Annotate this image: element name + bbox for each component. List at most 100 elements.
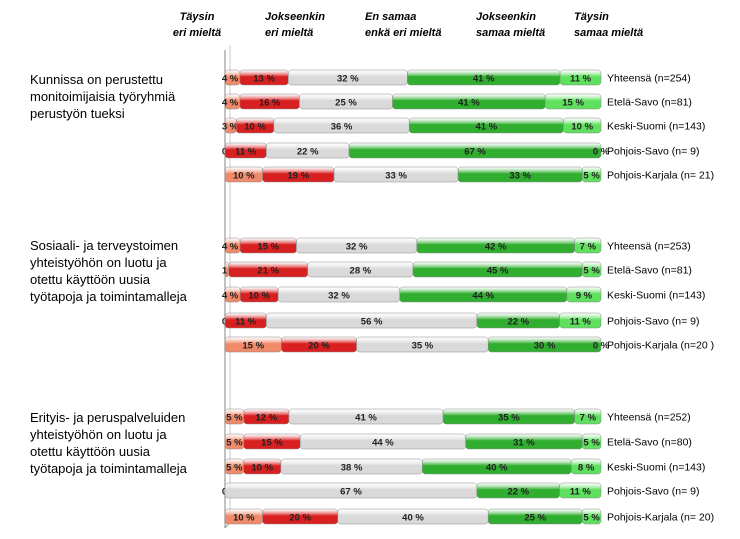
data-label: 5 % [583, 513, 600, 524]
data-label: 11 % [570, 74, 592, 85]
bar-segment [566, 286, 602, 303]
group-label: Erityis- ja peruspalveluiden yhteistyöhön… [30, 410, 188, 476]
data-label: 4 % [222, 242, 239, 253]
data-label: 15 % [261, 438, 283, 449]
data-label: 40 % [486, 463, 508, 474]
legend-item: Täysin samaa mieltä [574, 11, 643, 39]
data-label: 31 % [513, 438, 535, 449]
data-label: 11 % [235, 147, 257, 158]
bar-segment [559, 69, 602, 86]
row-label: Pohjois-Karjala (n=20 ) [607, 340, 714, 352]
data-label: 25 % [524, 513, 546, 524]
row-label: Pohjois-Savo (n= 9) [607, 316, 700, 328]
data-label: 5 % [583, 266, 600, 277]
data-label: 20 % [289, 513, 311, 524]
bar-row: 4 % 15 % 32 % 42 % 7 % Yhteensä (n=253) [222, 237, 691, 254]
bar-row: 5 % 10 % 38 % 40 % 8 % Keski-Suomi (n=143) [224, 458, 705, 475]
data-label: 5 % [583, 171, 600, 182]
data-label: 11 % [570, 487, 592, 498]
row-label: Keski-Suomi (n=143) [607, 121, 705, 133]
data-label: 41 % [355, 413, 377, 424]
data-label: 10 % [571, 122, 593, 133]
data-label: 9 % [576, 291, 593, 302]
data-label: 35 % [412, 341, 434, 352]
data-label: 16 % [259, 98, 281, 109]
data-label: 15 % [257, 242, 279, 253]
row-label: Yhteensä (n=253) [607, 241, 691, 253]
data-label: 10 % [233, 513, 255, 524]
data-label: 33 % [385, 171, 407, 182]
data-label: 15 % [562, 98, 584, 109]
data-label: 32 % [328, 291, 350, 302]
legend-item: Jokseenkin samaa mieltä [476, 11, 545, 39]
row-label: Keski-Suomi (n=143) [607, 290, 705, 302]
data-label: 30 % [534, 341, 556, 352]
row-label: Pohjois-Savo (n= 9) [607, 146, 700, 158]
data-label: 56 % [361, 317, 383, 328]
bar-row: 4 % 13 % 32 % 41 % 11 % Yhteensä (n=254) [222, 69, 691, 86]
data-label: 67 % [464, 147, 486, 158]
data-label: 5 % [583, 438, 600, 449]
data-label: 33 % [509, 171, 531, 182]
group-label: Kunnissa on perustettu monitoimijaisia ty… [30, 72, 176, 121]
data-label: 10 % [251, 463, 273, 474]
data-label: 67 % [340, 487, 362, 498]
data-label: 13 % [253, 74, 275, 85]
data-label: 11 % [235, 317, 257, 328]
bar-segment [574, 237, 602, 254]
row-label: Etelä-Savo (n=80) [607, 437, 692, 449]
legend-item: Täysin eri mieltä [173, 11, 221, 39]
data-label: 38 % [341, 463, 363, 474]
bar-row: 1 %21 %28 %45 %5 %Etelä-Savo (n=81) [222, 261, 692, 278]
row-label: Pohjois-Savo (n= 9) [607, 486, 700, 498]
data-label: 4 % [222, 74, 239, 85]
data-label: 0 % [593, 147, 610, 158]
row-label: Yhteensä (n=254) [607, 73, 691, 85]
data-label: 20 % [308, 341, 330, 352]
row-label: Pohjois-Karjala (n= 20) [607, 512, 714, 524]
data-label: 28 % [350, 266, 372, 277]
bar-segment [559, 482, 602, 499]
data-label: 10 % [233, 171, 255, 182]
data-label: 45 % [487, 266, 509, 277]
data-label: 41 % [473, 74, 495, 85]
bar-segment [570, 458, 602, 475]
bar-segment [581, 261, 602, 278]
data-label: 5 % [226, 413, 243, 424]
data-label: 12 % [256, 413, 278, 424]
bar-segment [581, 166, 602, 183]
row-label: Etelä-Savo (n=81) [607, 97, 692, 109]
bar-segment [581, 508, 602, 525]
data-label: 0 % [593, 341, 610, 352]
data-label: 4 % [222, 98, 239, 109]
data-label: 25 % [335, 98, 357, 109]
data-label: 22 % [507, 317, 529, 328]
bar-segment [559, 312, 602, 329]
legend-item: Jokseenkin eri mieltä [265, 11, 325, 39]
data-label: 5 % [226, 438, 243, 449]
data-label: 10 % [248, 291, 270, 302]
bar-row: 5 % 12 % 41 % 35 % 7 % Yhteensä (n=252) [224, 408, 691, 425]
data-label: 41 % [475, 122, 497, 133]
bar-segment [487, 336, 602, 353]
data-label: 41 % [458, 98, 480, 109]
data-label: 7 % [580, 413, 597, 424]
bar-segment [563, 117, 602, 134]
data-label: 3 % [222, 122, 239, 133]
bar-row: 15 % 20 % 35 % 30 % 0 %Pohjois-Karjala (n=20… [224, 336, 714, 353]
bar-row: 3 % 10 % 36 % 41 % 10 % Keski-Suomi (n=143) [222, 117, 705, 134]
data-label: 8 % [578, 463, 595, 474]
data-label: 35 % [498, 413, 520, 424]
data-label: 11 % [570, 317, 592, 328]
bar-row: 4 % 10 % 32 % 44 % 9 % Keski-Suomi (n=143) [222, 286, 705, 303]
bar-row: 10 % 20 % 40 % 25 % 5 % Pohjois-Karjala (n= 2… [224, 508, 714, 525]
data-label: 4 % [222, 291, 239, 302]
bar-row: 0 %11 %56 %22 %11 %Pohjois-Savo (n= 9) [222, 312, 700, 329]
data-label: 42 % [485, 242, 507, 253]
group-label: Sosiaali- ja terveystoimen yhteistyöhön o… [30, 238, 188, 304]
data-label: 22 % [297, 147, 319, 158]
bar-row: 5 % 15 % 44 % 31 % 5 % Etelä-Savo (n=80) [224, 433, 692, 450]
bar-row: 4 % 16 % 25 % 41 % 15 % Etelä-Savo (n=81) [222, 93, 692, 110]
bar-row: 10 % 19 % 33 % 33 % 5 % Pohjois-Karjala (n= 2… [224, 166, 714, 183]
bar-row: 0 %67 %22 %11 %Pohjois-Savo (n= 9) [222, 482, 700, 499]
